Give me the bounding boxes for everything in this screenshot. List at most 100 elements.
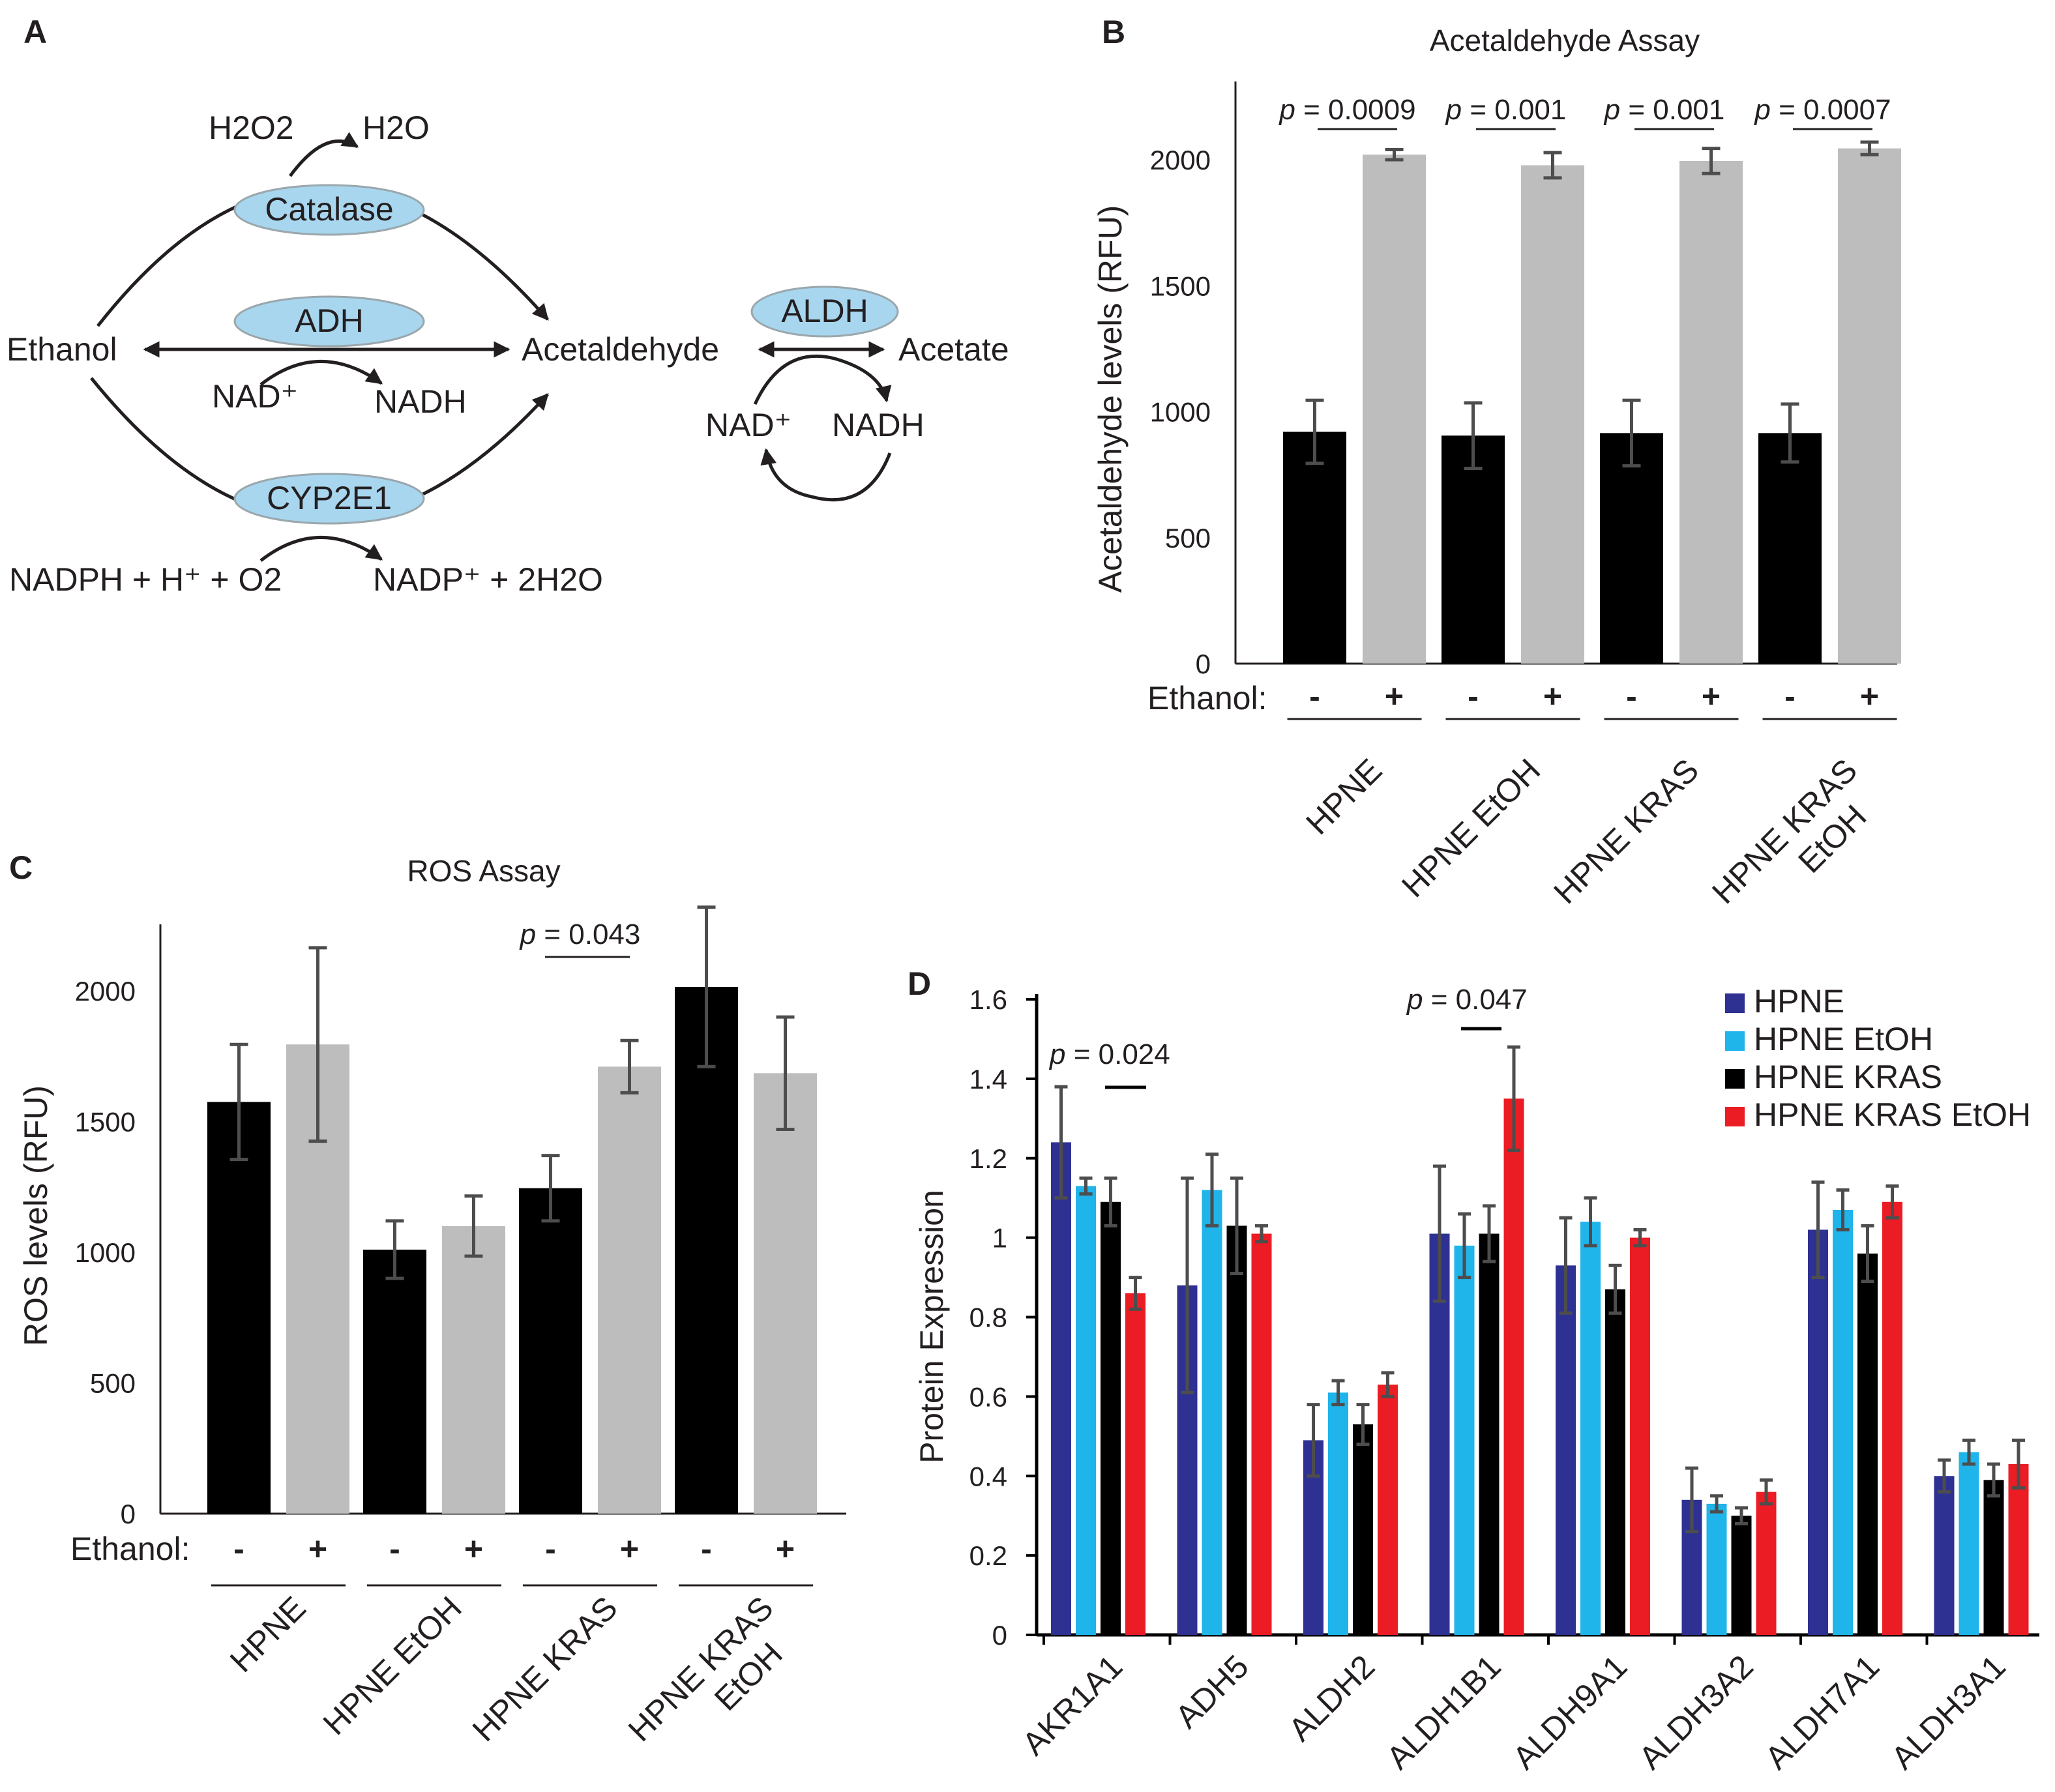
bar-hpne-etoh bbox=[1706, 1503, 1727, 1635]
species-ethanol: Ethanol bbox=[7, 331, 117, 368]
legend-label: HPNE KRAS EtOH bbox=[1754, 1096, 2031, 1133]
treatment-sign: - bbox=[1784, 678, 1796, 714]
treatment-sign: + bbox=[1702, 678, 1721, 714]
aldh-cycle-bottom-arrow bbox=[760, 448, 892, 502]
legend-label: HPNE KRAS bbox=[1754, 1059, 1942, 1095]
bar-ethanol-minus bbox=[1600, 433, 1663, 664]
y-tick-label: 1.2 bbox=[969, 1143, 1007, 1174]
enzyme-catalase: Catalase bbox=[265, 191, 393, 228]
bar-ethanol-plus bbox=[1838, 148, 1901, 664]
bar-ethanol-minus bbox=[1441, 435, 1505, 664]
legend-swatch bbox=[1725, 1069, 1745, 1089]
y-tick-label: 2000 bbox=[75, 976, 136, 1006]
bar-ethanol-plus bbox=[754, 1073, 817, 1514]
legend-label: HPNE bbox=[1754, 983, 1844, 1020]
x-tick-label: ALDH1B1 bbox=[1380, 1648, 1508, 1776]
bar-hpne-kras-etoh bbox=[1378, 1385, 1398, 1635]
ethanol-row-label: Ethanol: bbox=[70, 1531, 190, 1567]
legend-swatch bbox=[1725, 1031, 1745, 1051]
bar-hpne-kras-etoh bbox=[1756, 1491, 1777, 1635]
species-h2o: H2O bbox=[362, 110, 430, 146]
legend-swatch bbox=[1725, 993, 1745, 1013]
y-tick-label: 1 bbox=[992, 1223, 1007, 1254]
bar-ethanol-plus bbox=[1679, 160, 1743, 664]
group-label: HPNE bbox=[1299, 752, 1389, 842]
y-tick-label: 0.6 bbox=[969, 1381, 1007, 1412]
reaction-arrows bbox=[90, 132, 892, 562]
treatment-sign: - bbox=[545, 1531, 556, 1567]
y-tick-label: 2000 bbox=[1150, 145, 1211, 175]
bar-hpne-kras bbox=[1857, 1254, 1878, 1635]
species-nadph: NADPH + H⁺ + O2 bbox=[9, 561, 282, 598]
x-tick-label: ALDH3A1 bbox=[1884, 1648, 2013, 1776]
legend-label: HPNE EtOH bbox=[1754, 1021, 1933, 1057]
treatment-sign: + bbox=[1543, 678, 1562, 714]
y-tick-label: 1.4 bbox=[969, 1064, 1007, 1094]
bar-hpne bbox=[1808, 1229, 1828, 1635]
bar-ethanol-plus bbox=[442, 1226, 505, 1514]
bar-ethanol-minus bbox=[519, 1188, 582, 1514]
y-tick-label: 1500 bbox=[75, 1107, 136, 1138]
p-value-label: p = 0.001 bbox=[1603, 94, 1725, 126]
bar-hpne bbox=[1556, 1265, 1576, 1635]
treatment-sign: - bbox=[1626, 678, 1637, 714]
y-tick-label: 0 bbox=[992, 1620, 1007, 1651]
bar-hpne-kras bbox=[1101, 1201, 1121, 1635]
p-value-label: p = 0.047 bbox=[1406, 984, 1528, 1016]
bar-ethanol-plus bbox=[1521, 165, 1584, 664]
adh-enzyme-shape bbox=[233, 295, 425, 347]
y-axis-label: Protein Expression bbox=[913, 1190, 950, 1463]
group-label: HPNE EtOH bbox=[316, 1589, 469, 1742]
group-label: HPNE EtOH bbox=[1395, 752, 1547, 904]
cyp2e1-cofactor-arrow bbox=[259, 536, 383, 562]
panel-letter-a: A bbox=[23, 14, 47, 50]
bar-hpne bbox=[1934, 1476, 1955, 1635]
bar-hpne-kras-etoh bbox=[1251, 1233, 1272, 1635]
species-nad-aldh: NAD⁺ bbox=[705, 407, 791, 443]
p-value-label: p = 0.001 bbox=[1445, 94, 1567, 126]
treatment-sign: + bbox=[776, 1531, 795, 1567]
treatment-sign: - bbox=[233, 1531, 244, 1567]
treatment-sign: - bbox=[1309, 678, 1320, 714]
panel-letter-c: C bbox=[9, 849, 33, 886]
y-tick-label: 0.2 bbox=[969, 1540, 1007, 1571]
x-tick-label: ADH5 bbox=[1168, 1648, 1256, 1735]
treatment-sign: - bbox=[1468, 678, 1479, 714]
enzyme-adh: ADH bbox=[295, 302, 364, 339]
y-tick-label: 0 bbox=[121, 1499, 136, 1529]
x-tick-label: AKR1A1 bbox=[1015, 1648, 1129, 1762]
p-value-label: p = 0.024 bbox=[1048, 1038, 1170, 1070]
group-label: HPNE KRASEtOH bbox=[621, 1589, 808, 1776]
aldh-enzyme-shape bbox=[750, 286, 899, 338]
treatment-sign: + bbox=[620, 1531, 639, 1567]
catalase-enzyme-shape bbox=[233, 184, 425, 236]
x-tick-label: ALDH9A1 bbox=[1505, 1648, 1634, 1776]
bar-hpne-kras bbox=[1353, 1424, 1373, 1635]
bar-hpne-etoh bbox=[1202, 1190, 1222, 1635]
p-value-label: p = 0.0009 bbox=[1278, 94, 1415, 126]
cyp2e1-enzyme-shape bbox=[233, 473, 425, 525]
bar-hpne-kras bbox=[1605, 1289, 1625, 1635]
group-label: HPNE KRASEtOH bbox=[1705, 752, 1891, 938]
chart-title: Acetaldehyde Assay bbox=[1430, 23, 1700, 57]
treatment-sign: + bbox=[308, 1531, 327, 1567]
panel-letter-d: D bbox=[908, 965, 931, 1002]
bar-hpne-etoh bbox=[1454, 1245, 1475, 1635]
legend-swatch bbox=[1725, 1107, 1745, 1126]
bar-hpne-kras-etoh bbox=[1882, 1201, 1902, 1635]
group-label: HPNE bbox=[223, 1589, 313, 1679]
bar-hpne-kras bbox=[1226, 1226, 1247, 1635]
bar-hpne-etoh bbox=[1580, 1222, 1601, 1635]
y-tick-label: 0.4 bbox=[969, 1461, 1007, 1491]
y-tick-label: 0.8 bbox=[969, 1302, 1007, 1333]
y-tick-label: 1000 bbox=[75, 1237, 136, 1268]
x-tick-label: ALDH3A2 bbox=[1632, 1648, 1760, 1776]
bar-ethanol-minus bbox=[363, 1249, 426, 1514]
y-tick-label: 1000 bbox=[1150, 397, 1211, 428]
treatment-sign: + bbox=[464, 1531, 483, 1567]
catalase-cofactor-arrow bbox=[288, 132, 359, 177]
species-nadp: NADP⁺ + 2H2O bbox=[373, 561, 603, 598]
bar-ethanol-minus bbox=[675, 986, 738, 1514]
bar-ethanol-minus bbox=[207, 1102, 271, 1514]
